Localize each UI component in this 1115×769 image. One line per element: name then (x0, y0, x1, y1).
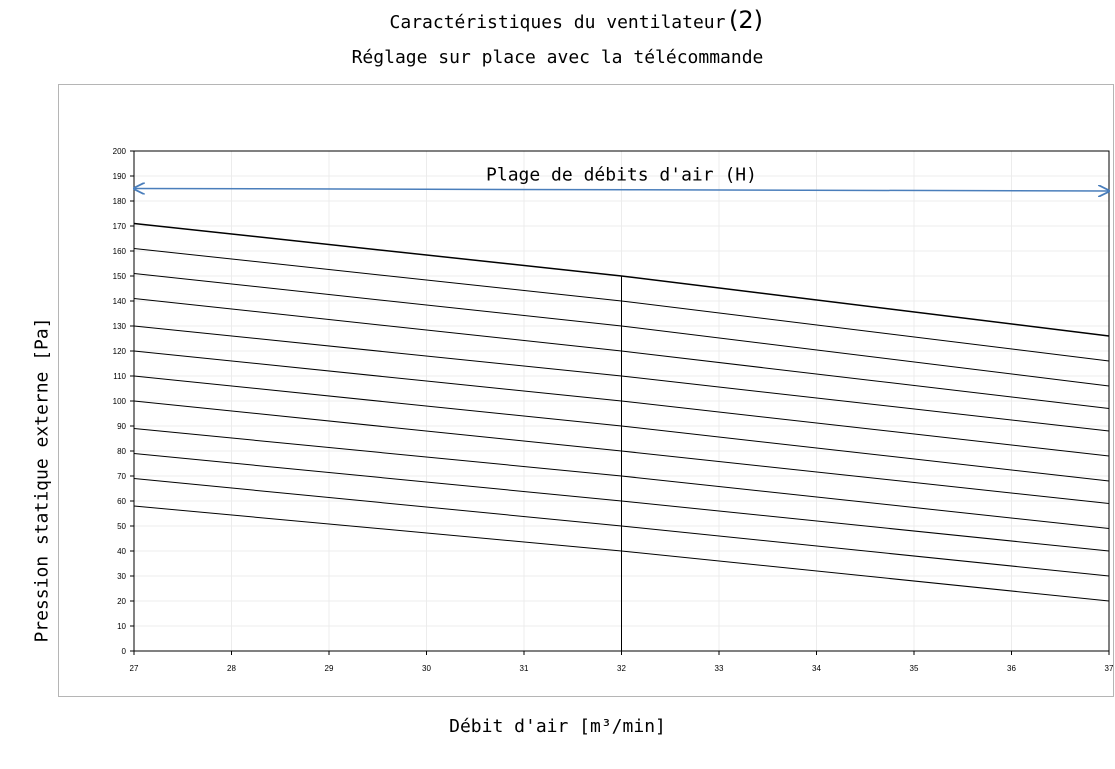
y-tick-label: 130 (113, 322, 127, 331)
y-tick-label: 70 (117, 472, 126, 481)
chart-frame (58, 84, 1114, 697)
x-tick-label: 37 (1105, 664, 1114, 673)
x-tick-label: 28 (227, 664, 236, 673)
x-tick-label: 31 (520, 664, 529, 673)
annotations: Plage de débits d'air (H) (134, 165, 1109, 192)
y-tick-label: 20 (117, 597, 126, 606)
x-tick-label: 33 (715, 664, 724, 673)
y-axis-label: Pression statique externe [Pa] (31, 317, 53, 643)
y-tick-label: 170 (113, 222, 127, 231)
y-tick-label: 180 (113, 197, 127, 206)
y-tick-label: 100 (113, 397, 127, 406)
airflow-range-arrow (134, 189, 1109, 192)
x-tick-label: 29 (325, 664, 334, 673)
y-tick-label: 200 (113, 147, 127, 156)
y-tick-label: 150 (113, 272, 127, 281)
y-tick-label: 50 (117, 522, 126, 531)
chart-title-suffix: (2) (729, 6, 763, 34)
y-tick-label: 60 (117, 497, 126, 506)
y-tick-label: 120 (113, 347, 127, 356)
x-tick-label: 36 (1007, 664, 1016, 673)
airflow-range-label: Plage de débits d'air (H) (486, 165, 757, 186)
y-tick-label: 10 (117, 622, 126, 631)
x-tick-label: 30 (422, 664, 431, 673)
chart-subtitle: Réglage sur place avec la télécommande (351, 47, 764, 68)
y-tick-label: 110 (113, 372, 126, 381)
y-tick-label: 90 (117, 422, 126, 431)
y-tick-label: 30 (117, 572, 126, 581)
x-tick-label: 32 (617, 664, 626, 673)
y-tick-label: 190 (113, 172, 127, 181)
y-tick-label: 140 (113, 297, 127, 306)
x-tick-label: 34 (812, 664, 821, 673)
x-tick-label: 35 (910, 664, 919, 673)
y-tick-label: 160 (113, 247, 127, 256)
chart-title: Caractéristiques du ventilateur (389, 12, 726, 33)
y-tick-label: 80 (117, 447, 126, 456)
x-axis-label: Débit d'air [m³/min] (449, 716, 666, 737)
y-tick-label: 0 (122, 647, 127, 656)
series-lines (133, 222, 1110, 651)
y-tick-label: 40 (117, 547, 126, 556)
x-tick-label: 27 (130, 664, 139, 673)
